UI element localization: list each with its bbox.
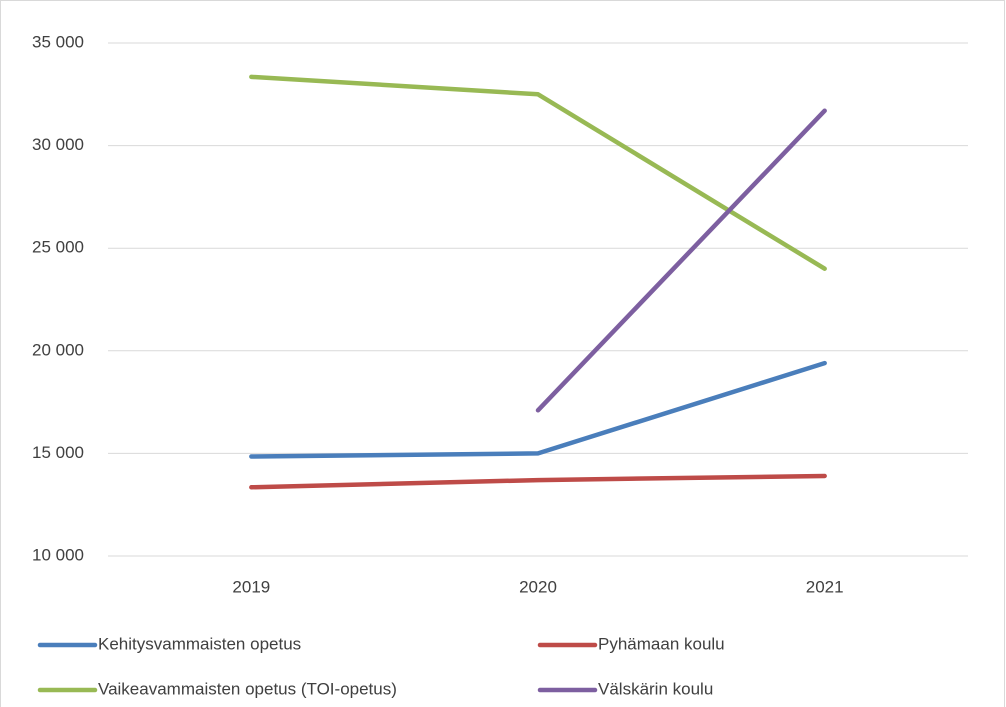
legend-label: Välskärin koulu bbox=[598, 679, 713, 698]
legend-label: Pyhämaan koulu bbox=[598, 634, 725, 653]
series-line bbox=[249, 74, 827, 271]
x-tick-label: 2021 bbox=[806, 577, 844, 596]
y-tick-label: 35 000 bbox=[32, 32, 84, 51]
y-tick-label: 25 000 bbox=[32, 238, 84, 257]
series-line bbox=[249, 360, 827, 459]
x-tick-label: 2020 bbox=[519, 577, 557, 596]
x-tick-label: 2019 bbox=[232, 577, 270, 596]
y-tick-label: 30 000 bbox=[32, 135, 84, 154]
y-tick-label: 15 000 bbox=[32, 443, 84, 462]
legend-label: Vaikeavammaisten opetus (TOI-opetus) bbox=[98, 679, 397, 698]
y-tick-label: 10 000 bbox=[32, 545, 84, 564]
y-tick-label: 20 000 bbox=[32, 340, 84, 359]
legend-label: Kehitysvammaisten opetus bbox=[98, 634, 301, 653]
series-line bbox=[249, 473, 827, 490]
series-line bbox=[535, 108, 827, 413]
